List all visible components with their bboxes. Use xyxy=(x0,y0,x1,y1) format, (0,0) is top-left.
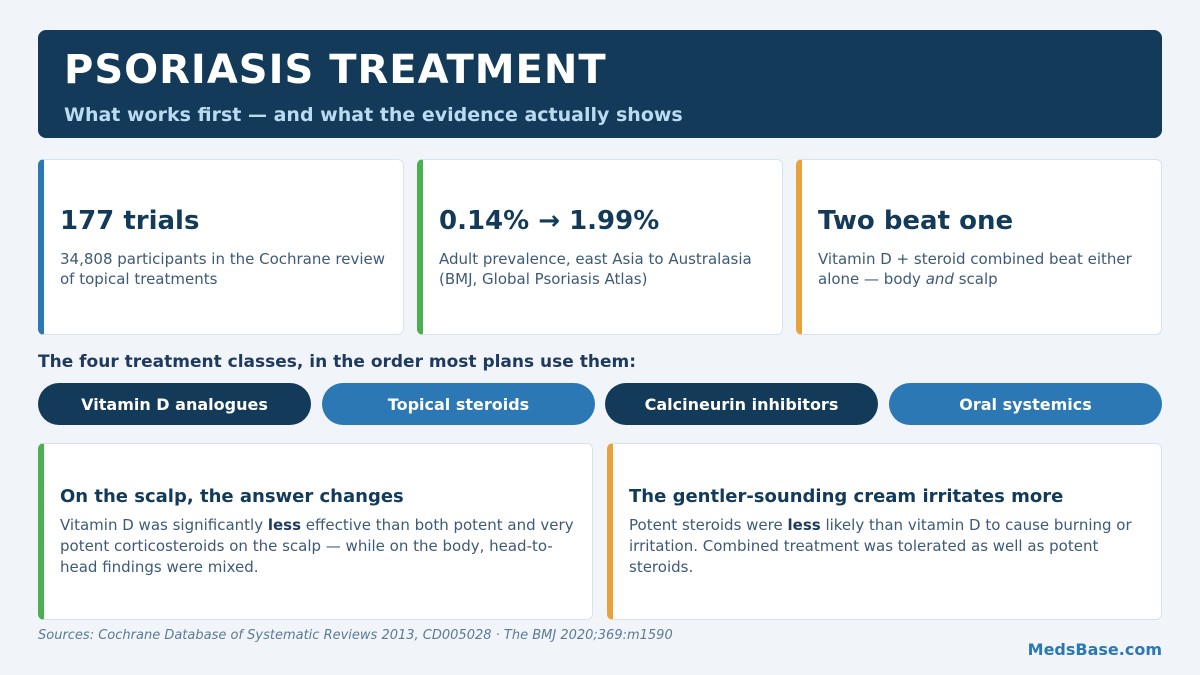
note-card-irritation: The gentler-sounding cream irritates mor… xyxy=(607,443,1162,620)
note-title: The gentler-sounding cream irritates mor… xyxy=(629,486,1064,507)
stat-description-post: scalp xyxy=(953,270,998,289)
treatment-pill-oral-systemics: Oral systemics xyxy=(889,383,1162,425)
stat-description-pre: alone — body xyxy=(818,270,926,289)
note-body-post: effective than both potent and very pote… xyxy=(60,516,574,576)
stat-value: 0.14% → 1.99% xyxy=(439,206,660,236)
sources-footnote: Sources: Cochrane Database of Systematic… xyxy=(38,628,673,643)
stat-description-emphasis: and xyxy=(925,270,954,289)
page-title: PSORIASIS TREATMENT xyxy=(64,47,607,93)
note-body-emphasis: less xyxy=(787,516,821,534)
stat-description-line: of topical treatments xyxy=(60,270,218,289)
note-card-scalp: On the scalp, the answer changes Vitamin… xyxy=(38,443,593,620)
note-body-post: likely than vitamin D to cause burning o… xyxy=(629,516,1132,576)
header-banner: PSORIASIS TREATMENT What works first — a… xyxy=(38,30,1162,138)
brand-link[interactable]: MedsBase.com xyxy=(1027,640,1162,659)
note-body-pre: Vitamin D was significantly xyxy=(60,516,268,534)
stat-value: 177 trials xyxy=(60,206,200,236)
stat-description: Adult prevalence, east Asia to Australas… xyxy=(439,249,766,290)
note-body: Potent steroids were less likely than vi… xyxy=(629,515,1145,578)
stat-card-trials: 177 trials 34,808 participants in the Co… xyxy=(38,159,404,335)
stat-description-line: Vitamin D + steroid combined beat either xyxy=(818,250,1132,269)
stat-description-line: (BMJ, Global Psoriasis Atlas) xyxy=(439,270,648,289)
stat-card-prevalence: 0.14% → 1.99% Adult prevalence, east Asi… xyxy=(417,159,783,335)
note-title: On the scalp, the answer changes xyxy=(60,486,404,507)
stat-description: 34,808 participants in the Cochrane revi… xyxy=(60,249,387,290)
stat-description-line: Adult prevalence, east Asia to Australas… xyxy=(439,250,752,269)
stat-card-combination: Two beat one Vitamin D + steroid combine… xyxy=(796,159,1162,335)
treatment-pill-vitamin-d: Vitamin D analogues xyxy=(38,383,311,425)
note-body-pre: Potent steroids were xyxy=(629,516,788,534)
stat-value: Two beat one xyxy=(818,206,1014,236)
note-body: Vitamin D was significantly less effecti… xyxy=(60,515,576,578)
page-subtitle: What works first — and what the evidence… xyxy=(64,104,683,126)
treatment-pill-calcineurin: Calcineurin inhibitors xyxy=(605,383,878,425)
treatment-pill-topical-steroids: Topical steroids xyxy=(322,383,595,425)
stat-description-line: 34,808 participants in the Cochrane revi… xyxy=(60,250,385,269)
note-body-emphasis: less xyxy=(267,516,302,534)
stat-description: Vitamin D + steroid combined beat either… xyxy=(818,249,1145,290)
section-label: The four treatment classes, in the order… xyxy=(38,352,636,372)
